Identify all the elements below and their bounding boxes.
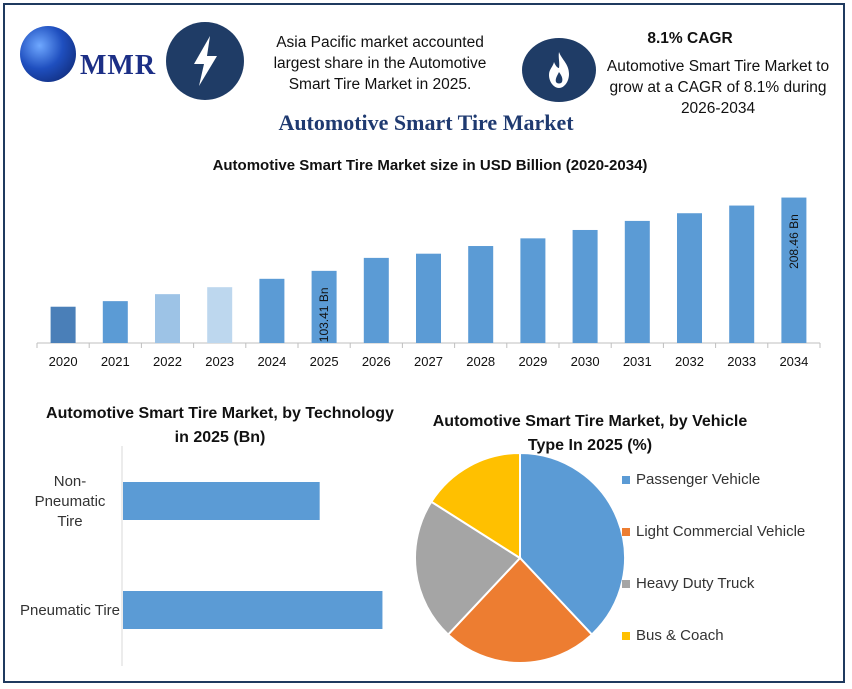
bar-2021 — [102, 301, 128, 343]
x-tick-label: 2033 — [727, 354, 756, 369]
bar-2024 — [259, 278, 285, 343]
vehicle-type-pie-chart: Passenger Vehicle Light Commercial Vehicl… — [414, 451, 805, 664]
bar-2022 — [155, 294, 180, 343]
legend-label: Heavy Duty Truck — [636, 575, 755, 592]
legend-label: Light Commercial Vehicle — [636, 523, 805, 540]
pie-slice-bus-coach — [429, 451, 521, 560]
x-tick-label: 2020 — [49, 354, 78, 369]
x-tick-label: 2026 — [362, 354, 391, 369]
bar-2034 — [781, 197, 807, 343]
legend-label: Bus & Coach — [636, 627, 724, 644]
data-label: 208.46 Bn — [787, 214, 801, 269]
bar-pneumatic-tire — [123, 591, 383, 629]
bar-non-pneumatic-tire — [123, 482, 320, 520]
technology-chart-title: Automotive Smart Tire Market, by Technol… — [46, 405, 394, 446]
pie-slice-light-commercial-vehicle — [446, 556, 594, 664]
x-tick-label: 2028 — [466, 354, 495, 369]
bar-2025 — [311, 270, 337, 343]
bar-2029 — [520, 238, 546, 343]
pie-slice-passenger-vehicle — [519, 451, 626, 636]
page-title: Automotive Smart Tire Market — [278, 110, 574, 135]
cagr-heading: 8.1% CAGR — [647, 30, 733, 47]
x-tick-label: 2027 — [414, 354, 443, 369]
legend-swatch — [622, 476, 630, 484]
pie-slice-heavy-duty-truck — [414, 500, 522, 636]
x-tick-label: 2034 — [779, 354, 808, 369]
cagr-callout: Automotive Smart Tire Market to grow at … — [606, 58, 830, 117]
bar-2033 — [729, 205, 755, 343]
x-tick-label: 2024 — [257, 354, 286, 369]
bar-2032 — [677, 213, 702, 343]
x-tick-label: 2023 — [205, 354, 234, 369]
x-tick-label: 2031 — [623, 354, 652, 369]
x-tick-label: 2030 — [571, 354, 600, 369]
bar-2027 — [416, 253, 441, 343]
bar-2020 — [50, 306, 76, 343]
legend-swatch — [622, 632, 630, 640]
market-size-chart-title: Automotive Smart Tire Market size in USD… — [212, 157, 648, 174]
x-tick-label: 2022 — [153, 354, 182, 369]
page-frame — [3, 3, 845, 683]
vehicle-type-chart-title: Automotive Smart Tire Market, by Vehicle… — [432, 413, 748, 454]
legend-label: Passenger Vehicle — [636, 471, 760, 488]
legend-swatch — [622, 528, 630, 536]
technology-bar-chart: Non-Pneumatic Tire Pneumatic Tire — [20, 446, 383, 666]
bar-2023 — [207, 287, 233, 343]
x-tick-label: 2025 — [310, 354, 339, 369]
legend-swatch — [622, 580, 630, 588]
brand-logo: MMR — [80, 50, 157, 81]
x-tick-label: 2032 — [675, 354, 704, 369]
x-tick-label: 2029 — [518, 354, 547, 369]
category-label: Non-Pneumatic Tire — [35, 473, 106, 530]
asia-pacific-callout: Asia Pacific market accounted largest sh… — [273, 34, 487, 93]
category-label: Pneumatic Tire — [20, 602, 120, 619]
globe-logo-icon — [20, 26, 76, 82]
flame-icon — [522, 38, 596, 102]
bar-2030 — [572, 229, 598, 343]
market-size-bar-chart: 2020 2021 2022 2023 2024 2025 103.41 Bn 2026 202… — [36, 197, 821, 369]
x-tick-label: 2021 — [101, 354, 130, 369]
bar-2026 — [363, 257, 389, 343]
bar-2031 — [624, 220, 650, 343]
data-label: 103.41 Bn — [317, 287, 331, 342]
lightning-icon — [166, 22, 244, 100]
bar-2028 — [468, 246, 494, 343]
